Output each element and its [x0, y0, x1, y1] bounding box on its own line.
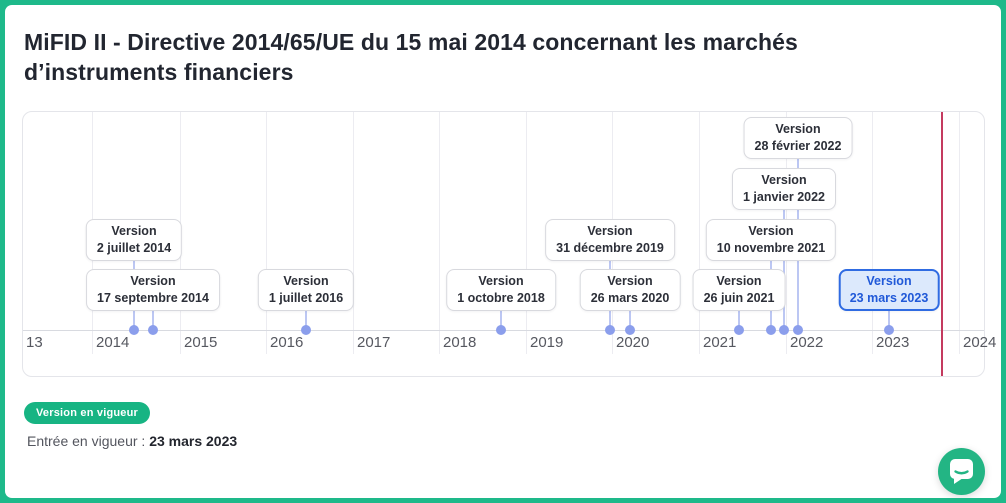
version-box[interactable]: Version 31 décembre 2019: [545, 219, 675, 261]
axis-year-label: 2014: [96, 334, 130, 351]
version-dot: [605, 325, 615, 335]
version-box[interactable]: Version 26 mars 2020: [579, 269, 681, 311]
version-connector-line: [888, 309, 890, 330]
year-gridline: [872, 112, 873, 354]
version-dot: [301, 325, 311, 335]
version-box-date: 2 juillet 2014: [96, 241, 172, 255]
axis-year-label: 2015: [184, 334, 218, 351]
version-box-date: 31 décembre 2019: [556, 241, 664, 255]
version-box-date: 10 novembre 2021: [716, 241, 826, 255]
version-box[interactable]: Version 26 juin 2021: [692, 269, 786, 311]
version-dot: [734, 325, 744, 335]
version-box-title: Version: [587, 224, 633, 238]
year-gridline: [699, 112, 700, 354]
year-gridline: [959, 112, 960, 354]
version-box-title: Version: [607, 274, 653, 288]
version-box-title: Version: [283, 274, 329, 288]
version-box[interactable]: Version 2 juillet 2014: [85, 219, 183, 261]
version-box[interactable]: Version 1 octobre 2018: [446, 269, 556, 311]
entry-into-force-label: Entrée en vigueur :: [27, 433, 146, 449]
version-box-date: 26 mars 2020: [590, 291, 670, 305]
entry-into-force-line: Entrée en vigueur : 23 mars 2023: [27, 433, 237, 449]
version-box[interactable]: Version 17 septembre 2014: [86, 269, 220, 311]
year-gridline: [526, 112, 527, 354]
version-box[interactable]: Version 28 février 2022: [743, 117, 853, 159]
version-box-date: 1 janvier 2022: [742, 190, 826, 204]
version-box-title: Version: [775, 122, 821, 136]
year-gridline: [266, 112, 267, 354]
year-gridline: [353, 112, 354, 354]
axis-year-label: 2023: [876, 334, 910, 351]
entry-into-force-date: 23 mars 2023: [149, 433, 238, 449]
version-box-date: 17 septembre 2014: [97, 291, 209, 305]
axis-year-label: 2016: [270, 334, 304, 351]
axis-year-label: 2017: [357, 334, 391, 351]
version-connector-line: [629, 309, 631, 330]
version-box[interactable]: Version 10 novembre 2021: [705, 219, 837, 261]
chat-bubble-icon: [938, 459, 985, 498]
status-badge: Version en vigueur: [24, 402, 151, 424]
axis-year-label: 13: [26, 334, 43, 351]
version-box-selected[interactable]: Version 23 mars 2023: [838, 269, 940, 311]
axis-year-label: 2022: [790, 334, 824, 351]
version-dot: [496, 325, 506, 335]
version-box-date: 28 février 2022: [754, 139, 842, 153]
axis-year-label: 2024: [963, 334, 997, 351]
version-dot: [148, 325, 158, 335]
version-dot: [766, 325, 776, 335]
page: MiFID II - Directive 2014/65/UE du 15 ma…: [5, 5, 1001, 498]
version-dot: [129, 325, 139, 335]
page-title: MiFID II - Directive 2014/65/UE du 15 ma…: [24, 29, 798, 86]
versions-timeline: Version 2 juillet 2014 Version 17 septembre…: [22, 111, 996, 377]
axis-year-label: 2020: [616, 334, 650, 351]
version-connector-line: [500, 309, 502, 330]
version-connector-line: [738, 309, 740, 330]
version-box-title: Version: [748, 224, 794, 238]
version-box-date: 1 octobre 2018: [457, 291, 545, 305]
version-connector-line: [305, 309, 307, 330]
version-box-title: Version: [130, 274, 176, 288]
version-connector-line: [152, 309, 154, 330]
version-dot: [793, 325, 803, 335]
axis-year-label: 2019: [530, 334, 564, 351]
version-box-title: Version: [866, 274, 912, 288]
version-box-date: 26 juin 2021: [703, 291, 775, 305]
version-connector-line: [783, 208, 785, 330]
version-dot: [625, 325, 635, 335]
version-dot: [884, 325, 894, 335]
version-box-title: Version: [111, 224, 157, 238]
version-box[interactable]: Version 1 janvier 2022: [731, 168, 837, 210]
chat-launcher-button[interactable]: [938, 448, 985, 495]
version-box-title: Version: [716, 274, 762, 288]
axis-year-label: 2021: [703, 334, 737, 351]
version-box-date: 1 juillet 2016: [268, 291, 344, 305]
current-date-line: [941, 112, 943, 376]
version-box-title: Version: [478, 274, 524, 288]
version-box[interactable]: Version 1 juillet 2016: [257, 269, 355, 311]
version-box-date: 23 mars 2023: [849, 291, 929, 305]
axis-year-label: 2018: [443, 334, 477, 351]
version-box-title: Version: [761, 173, 807, 187]
version-dot: [779, 325, 789, 335]
year-gridline: [439, 112, 440, 354]
